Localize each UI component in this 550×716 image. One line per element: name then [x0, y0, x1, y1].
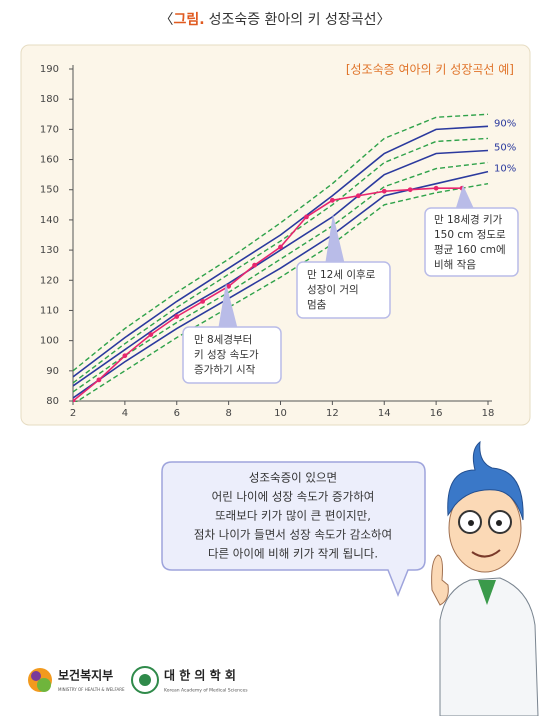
- x-tick-label: 18: [482, 408, 495, 419]
- percentile-band-line: [73, 113, 489, 372]
- y-tick-label: 120: [40, 275, 59, 286]
- x-tick-label: 8: [225, 408, 231, 419]
- y-tick-label: 150: [40, 185, 59, 196]
- academy-name-en: Korean Academy of Medical Sciences: [164, 688, 248, 694]
- x-tick-label: 16: [430, 408, 443, 419]
- x-tick-label: 10: [274, 408, 287, 419]
- patient-point: [73, 398, 76, 402]
- annotation: 만 12세 이후로 성장이 거의 멈춤: [296, 214, 391, 319]
- annotation-text: 만 12세 이후로: [307, 269, 376, 281]
- patient-point: [122, 353, 128, 359]
- patient-point: [381, 188, 387, 194]
- chart: 80 90 100 110 120 130 140 150 160 170 180 190 2 4 6 8 10…: [40, 64, 516, 419]
- y-tick-label: 190: [40, 64, 59, 75]
- patient-point: [174, 314, 180, 319]
- x-tick-label: 6: [174, 408, 180, 419]
- annotation-pointer: [218, 283, 238, 330]
- annotation-box: [424, 207, 519, 277]
- ministry-name: 보건복지부: [58, 668, 113, 683]
- percentile-line: [73, 170, 489, 399]
- title-text: 성조숙증 환아의 키 성장곡선〉: [209, 12, 391, 28]
- title-label: 그림.: [173, 12, 204, 28]
- patient-point: [278, 244, 283, 250]
- annotation-text: 키 성장 속도가: [194, 349, 259, 361]
- ministry-logo: [31, 671, 41, 681]
- footer: 보건복지부 MINISTRY OF HEALTH & WELFARE 대 한 의…: [28, 666, 248, 694]
- chart-subtitle: [성조숙증 여아의 키 성장곡선 예]: [346, 63, 514, 77]
- y-tick-label: 160: [40, 155, 59, 166]
- patient-point: [200, 299, 206, 304]
- annotation-text: 증가하기 시작: [194, 363, 256, 376]
- doctor-hand: [431, 554, 449, 606]
- doctor-eye: [496, 520, 502, 526]
- x-tick-label: 14: [378, 408, 391, 419]
- doctor-eye: [468, 520, 474, 526]
- doctor-tie: [478, 580, 496, 605]
- y-tick-label: 140: [40, 215, 59, 226]
- patient-point: [329, 197, 335, 203]
- patient-line: [73, 187, 463, 402]
- percentile-line: [73, 125, 489, 378]
- y-tick-label: 110: [40, 305, 59, 316]
- ministry-logo: [37, 678, 51, 692]
- annotation-pointer: [455, 185, 475, 211]
- annotation-text: 비해 작음: [434, 258, 476, 271]
- annotation: 만 18세경 키가 150 cm 정도로 평균 160 cm에 비해 작음: [424, 185, 519, 277]
- annotation-text: 성장이 거의: [307, 284, 359, 296]
- annotation-text: 평균 160 cm에: [434, 244, 506, 256]
- annotation-text: 만 18세경 키가: [434, 213, 503, 226]
- y-tick-label: 90: [46, 366, 59, 377]
- doctor-coat: [439, 577, 539, 716]
- speech-bubble: [161, 461, 426, 598]
- percentile-band-line: [73, 161, 489, 393]
- y-tick-label: 130: [40, 245, 59, 256]
- annotation-text: 만 8세경부터: [194, 333, 252, 346]
- patient-point: [148, 332, 154, 337]
- series-label: 50%: [494, 142, 516, 153]
- y-tick-label: 170: [40, 124, 59, 135]
- speech-text: 어린 나이에 성장 속도가 증가하여: [212, 490, 375, 504]
- annotation-box: [296, 261, 391, 319]
- annotation-box: [182, 326, 282, 384]
- patient-point: [433, 185, 439, 191]
- y-tick-label: 180: [40, 94, 59, 105]
- patient-point: [407, 187, 413, 193]
- y-tick-label: 100: [40, 336, 59, 347]
- speech-text: 성조숙증이 있으면: [249, 471, 337, 485]
- percentile-band-line: [73, 137, 489, 384]
- x-tick-label: 12: [326, 408, 339, 419]
- annotation-text: 멈춤: [307, 299, 327, 311]
- page-title: 〈그림. 성조숙증 환아의 키 성장곡선〉: [159, 12, 390, 28]
- annotation-pointer: [325, 214, 345, 265]
- patient-point: [96, 377, 102, 383]
- series-label: 90%: [494, 118, 516, 129]
- doctor-hair: [447, 440, 524, 521]
- percentile-band-line: [74, 183, 489, 402]
- doctor-illustration: [431, 440, 539, 716]
- annotation: 만 8세경부터 키 성장 속도가 증가하기 시작: [182, 283, 282, 384]
- speech-text: 다른 아이에 비해 키가 작게 됩니다.: [208, 547, 378, 561]
- title-prefix: 〈: [159, 12, 173, 28]
- patient-point: [304, 214, 309, 220]
- percentile-line: [73, 149, 489, 387]
- annotation-text: 150 cm 정도로: [434, 229, 506, 241]
- patient-point: [252, 262, 257, 268]
- patient-point: [355, 193, 361, 199]
- patient-point: [226, 283, 232, 289]
- speech-text: 또래보다 키가 많이 큰 편이지만,: [215, 509, 371, 523]
- academy-logo: [139, 674, 151, 686]
- speech-text: 점차 나이가 들면서 성장 속도가 감소하여: [194, 528, 392, 542]
- x-tick-label: 4: [122, 408, 128, 419]
- chart-panel: [20, 44, 531, 426]
- plot-area: [73, 113, 489, 402]
- ministry-name-en: MINISTRY OF HEALTH & WELFARE: [58, 687, 125, 692]
- series-label: 10%: [494, 164, 516, 175]
- y-tick-label: 80: [46, 396, 59, 407]
- x-tick-label: 2: [70, 408, 76, 419]
- academy-name: 대 한 의 학 회: [164, 668, 236, 683]
- doctor-mouth: [471, 549, 501, 558]
